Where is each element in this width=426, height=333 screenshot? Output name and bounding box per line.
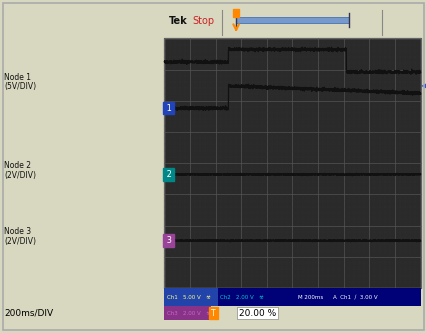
Text: A  Ch1  ∕  3.00 V: A Ch1 ∕ 3.00 V (333, 295, 377, 300)
Text: T: T (233, 10, 238, 16)
Text: Ch2   2.00 V   ☣: Ch2 2.00 V ☣ (220, 295, 264, 300)
Text: 3: 3 (164, 236, 172, 245)
Text: M 200ms: M 200ms (297, 295, 322, 300)
Text: Node 1: Node 1 (4, 73, 31, 82)
Bar (164, 38, 420, 288)
Text: Ch1   5.00 V   ☣: Ch1 5.00 V ☣ (166, 295, 210, 300)
Text: ◀: ◀ (420, 81, 426, 90)
Bar (236, 17, 348, 23)
Text: Node 2: Node 2 (4, 161, 31, 170)
Text: (5V/DIV): (5V/DIV) (4, 83, 36, 92)
Bar (164, 288, 420, 306)
Text: 20.00 %: 20.00 % (239, 308, 276, 318)
Text: Node 3: Node 3 (4, 227, 32, 236)
Text: 2: 2 (164, 170, 172, 179)
Text: T: T (211, 308, 215, 318)
Bar (164, 306, 210, 320)
Text: Ch3   2.00 V   ☣: Ch3 2.00 V ☣ (166, 311, 210, 316)
Text: 200ms/DIV: 200ms/DIV (4, 308, 53, 318)
Text: 1: 1 (164, 104, 172, 113)
Text: Stop: Stop (192, 16, 214, 26)
Text: (2V/DIV): (2V/DIV) (4, 171, 36, 180)
Text: (2V/DIV): (2V/DIV) (4, 237, 36, 246)
Text: Tek: Tek (168, 16, 187, 26)
Bar (164, 288, 218, 306)
